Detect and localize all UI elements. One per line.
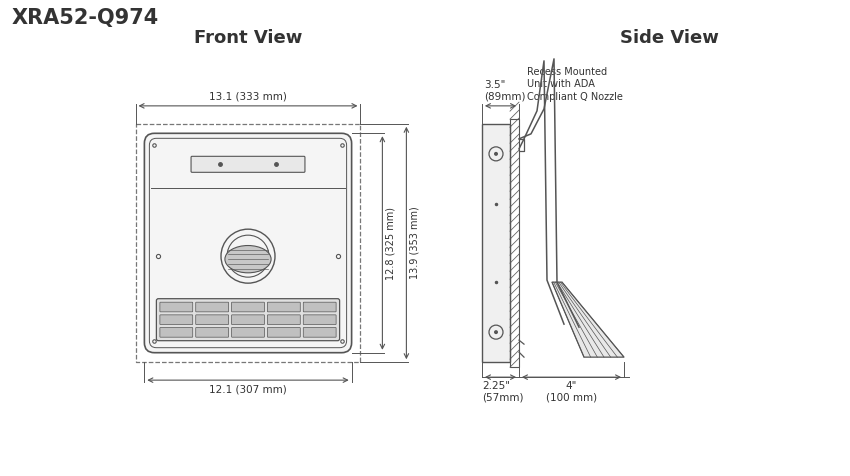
FancyBboxPatch shape <box>160 315 193 325</box>
FancyBboxPatch shape <box>144 133 352 353</box>
FancyBboxPatch shape <box>160 327 193 337</box>
Text: 13.1 (333 mm): 13.1 (333 mm) <box>209 92 287 102</box>
FancyBboxPatch shape <box>268 315 300 325</box>
Circle shape <box>494 330 498 334</box>
Polygon shape <box>552 282 624 357</box>
FancyBboxPatch shape <box>303 327 336 337</box>
FancyBboxPatch shape <box>196 302 229 312</box>
FancyBboxPatch shape <box>160 302 193 312</box>
Text: 13.9 (353 mm): 13.9 (353 mm) <box>410 207 419 279</box>
FancyBboxPatch shape <box>156 298 340 341</box>
FancyBboxPatch shape <box>196 327 229 337</box>
Text: Recess Mounted
Unit with ADA 
Compliant Q Nozzle: Recess Mounted Unit with ADA Compliant Q… <box>527 67 623 102</box>
FancyBboxPatch shape <box>231 302 264 312</box>
Text: 12.1 (307 mm): 12.1 (307 mm) <box>209 384 286 394</box>
FancyBboxPatch shape <box>196 315 229 325</box>
FancyBboxPatch shape <box>231 327 264 337</box>
FancyBboxPatch shape <box>268 327 300 337</box>
Text: Side View: Side View <box>620 29 719 47</box>
Text: XRA52-Q974: XRA52-Q974 <box>12 8 159 28</box>
Bar <box>510 119 519 367</box>
Text: 3.5"
(89mm): 3.5" (89mm) <box>484 80 525 102</box>
FancyBboxPatch shape <box>268 302 300 312</box>
Text: 4"
(100 mm): 4" (100 mm) <box>546 381 597 403</box>
Circle shape <box>494 152 498 156</box>
Text: 2.25"
(57mm): 2.25" (57mm) <box>482 381 524 403</box>
Text: Front View: Front View <box>194 29 303 47</box>
Bar <box>482 124 510 362</box>
FancyBboxPatch shape <box>303 315 336 325</box>
Ellipse shape <box>225 246 271 273</box>
Text: 12.8 (325 mm): 12.8 (325 mm) <box>385 207 395 279</box>
FancyBboxPatch shape <box>191 156 305 172</box>
FancyBboxPatch shape <box>303 302 336 312</box>
FancyBboxPatch shape <box>231 315 264 325</box>
